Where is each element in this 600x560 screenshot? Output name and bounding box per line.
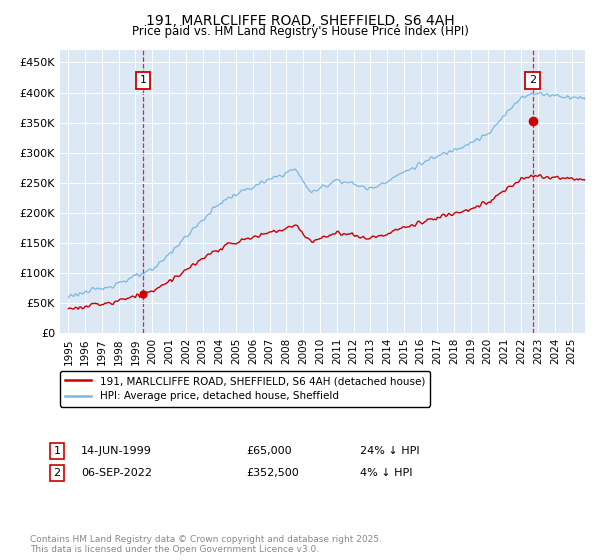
Text: 191, MARLCLIFFE ROAD, SHEFFIELD, S6 4AH: 191, MARLCLIFFE ROAD, SHEFFIELD, S6 4AH	[146, 14, 454, 28]
Text: Price paid vs. HM Land Registry's House Price Index (HPI): Price paid vs. HM Land Registry's House …	[131, 25, 469, 38]
Text: 24% ↓ HPI: 24% ↓ HPI	[360, 446, 419, 456]
Text: 4% ↓ HPI: 4% ↓ HPI	[360, 468, 413, 478]
Text: 1: 1	[140, 76, 146, 86]
Text: 2: 2	[529, 76, 536, 86]
Text: £65,000: £65,000	[246, 446, 292, 456]
Text: 14-JUN-1999: 14-JUN-1999	[81, 446, 152, 456]
Text: 2: 2	[53, 468, 61, 478]
Text: 1: 1	[53, 446, 61, 456]
Text: 06-SEP-2022: 06-SEP-2022	[81, 468, 152, 478]
Text: Contains HM Land Registry data © Crown copyright and database right 2025.
This d: Contains HM Land Registry data © Crown c…	[30, 535, 382, 554]
Legend: 191, MARLCLIFFE ROAD, SHEFFIELD, S6 4AH (detached house), HPI: Average price, de: 191, MARLCLIFFE ROAD, SHEFFIELD, S6 4AH …	[60, 371, 430, 407]
Text: £352,500: £352,500	[246, 468, 299, 478]
